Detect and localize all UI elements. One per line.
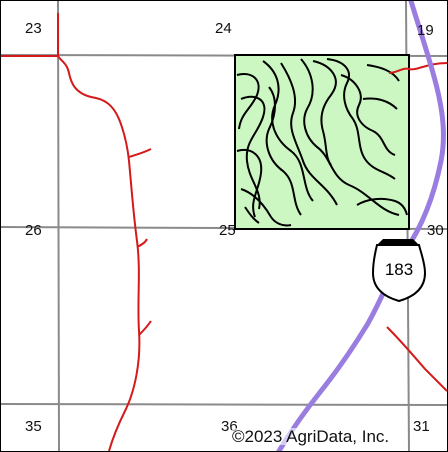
contour-lines [236,58,408,227]
road-spur-3 [138,320,152,336]
field-area [234,54,410,230]
section-label-31: 31 [413,418,430,435]
section-label-25: 25 [219,222,236,239]
section-label-30: 30 [427,222,444,239]
road-spur-1 [128,148,152,158]
section-label-24: 24 [215,20,232,37]
road-spur-2 [136,238,148,248]
section-label-23: 23 [25,20,42,37]
section-label-35: 35 [25,418,42,435]
highway-shield-label: 183 [384,260,414,279]
copyright-text: ©2023 AgriData, Inc. [232,427,390,446]
field-boundary [234,54,410,230]
section-label-26: 26 [25,222,42,239]
highway-shield [371,239,427,303]
section-label-19: 19 [417,22,434,39]
section-line-south [1,403,447,406]
road-southeast [386,326,447,392]
section-line-west [57,1,60,451]
road-northwest [1,13,141,451]
